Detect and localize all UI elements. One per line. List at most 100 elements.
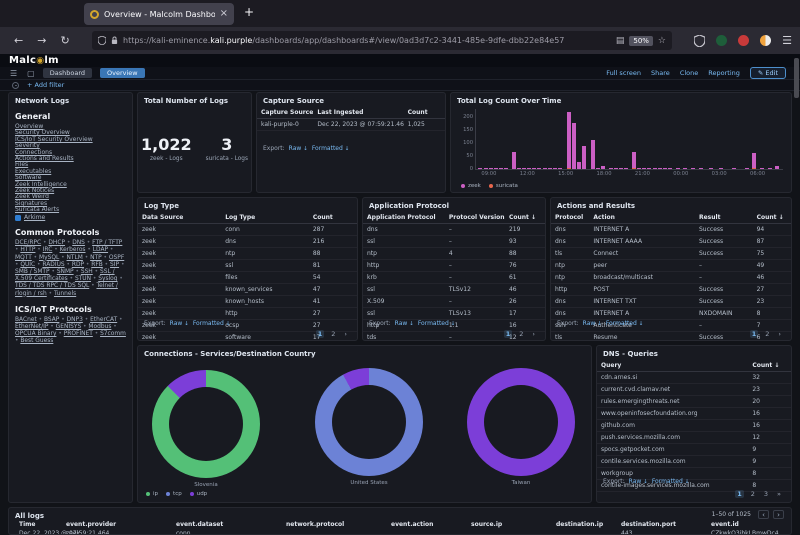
column-header[interactable]: event.id	[711, 521, 739, 528]
full-screen-link[interactable]: Full screen	[606, 69, 642, 77]
protocol-link[interactable]: DNP3	[66, 316, 83, 323]
chart-bar-zeek[interactable]	[516, 167, 521, 169]
chart-bar-zeek[interactable]	[662, 168, 667, 169]
column-header[interactable]: Log Type	[225, 214, 256, 221]
column-header[interactable]: Count ↓	[756, 214, 784, 221]
chart-bar-zeek[interactable]	[552, 168, 557, 169]
sidebar-link[interactable]: Files	[15, 161, 29, 169]
export-raw-link[interactable]: Raw ↓	[582, 320, 602, 327]
sidebar-link[interactable]: Severity	[15, 142, 40, 150]
chart-bar-zeek[interactable]	[624, 167, 629, 169]
page-next-icon[interactable]: ›	[778, 330, 781, 338]
page-scrollbar-thumb[interactable]	[794, 58, 799, 98]
column-header[interactable]: network.protocol	[286, 521, 345, 528]
page-number[interactable]: 2	[765, 330, 770, 338]
column-header[interactable]: destination.ip	[556, 521, 604, 528]
clone-link[interactable]: Clone	[679, 69, 699, 77]
column-header[interactable]: Count ↓	[752, 362, 780, 369]
protocol-link[interactable]: MySQL	[39, 254, 60, 261]
chart-bar-zeek[interactable]	[719, 167, 724, 169]
edit-button[interactable]: ✎ Edit	[749, 67, 786, 79]
sidebar-link[interactable]: Suricata Alerts	[15, 206, 60, 214]
sidebar-item-arkime[interactable]: Arkime	[15, 213, 126, 221]
column-header[interactable]: event.action	[391, 521, 434, 528]
protocol-link[interactable]: MQTT	[15, 254, 32, 261]
sidebar-link[interactable]: Signatures	[15, 199, 48, 207]
column-header[interactable]: Count	[407, 109, 428, 116]
page-next-icon[interactable]: ›	[344, 330, 347, 338]
page-number[interactable]: 2	[519, 330, 524, 338]
column-header[interactable]: destination.port	[621, 521, 677, 528]
chart-bar-zeek[interactable]	[572, 123, 577, 169]
chart-bar-zeek[interactable]	[652, 168, 657, 169]
sidebar-link[interactable]: ICS/IoT Security Overview	[15, 135, 93, 143]
sidebar-link[interactable]: Connections	[15, 148, 53, 156]
chart-bar-zeek[interactable]	[647, 167, 652, 169]
protocol-link[interactable]: Telnet / rlogin / rsh	[15, 283, 118, 297]
extension-pie-icon[interactable]	[760, 35, 772, 46]
column-header[interactable]: Application Protocol	[367, 214, 436, 221]
page-number[interactable]: 1	[503, 330, 513, 338]
chart-bar-suricata[interactable]	[566, 168, 571, 169]
protocol-link[interactable]: SIP	[110, 261, 120, 268]
chart-bar-zeek[interactable]	[511, 152, 516, 169]
column-header[interactable]: Time	[19, 521, 36, 528]
new-tab-button[interactable]: +	[244, 5, 255, 19]
page-next-icon[interactable]: ›	[532, 330, 535, 338]
chart-bar-zeek[interactable]	[493, 167, 498, 169]
chart-bar-zeek[interactable]	[744, 167, 749, 169]
extension-red-icon[interactable]	[738, 35, 750, 46]
chart-bar-zeek[interactable]	[499, 168, 504, 169]
chart-bar-zeek[interactable]	[591, 140, 596, 169]
zoom-level-badge[interactable]: 50%	[629, 35, 653, 46]
chart-bar-zeek[interactable]	[690, 168, 695, 169]
sidebar-link[interactable]: Overview	[15, 123, 44, 130]
share-link[interactable]: Share	[651, 69, 670, 77]
protocol-link[interactable]: Tunnels	[53, 290, 77, 297]
sidebar-link[interactable]: Executables	[15, 167, 52, 175]
sidebar-link-arkime[interactable]: Arkime	[24, 213, 46, 221]
export-formatted-link[interactable]: Formatted ↓	[311, 145, 350, 152]
protocol-link[interactable]: RFB	[91, 261, 103, 268]
protocol-link[interactable]: TDS / TDS RPC / TDS SQL	[15, 283, 90, 290]
chart-bar-zeek[interactable]	[577, 162, 581, 169]
legend-item[interactable]: suricata	[488, 183, 518, 189]
sidebar-link[interactable]: Zeek Weird	[15, 193, 49, 201]
chart-bar-suricata[interactable]	[752, 168, 757, 169]
browser-menu-icon[interactable]: ☰	[782, 34, 792, 47]
chart-bar-zeek[interactable]	[683, 167, 688, 169]
column-header[interactable]: event.provider	[66, 521, 117, 528]
prev-page-button[interactable]: ‹	[758, 510, 769, 519]
protocol-link[interactable]: DNS	[72, 240, 85, 247]
chart-bar-zeek[interactable]	[537, 167, 542, 169]
next-page-button[interactable]: ›	[773, 510, 784, 519]
export-formatted-link[interactable]: Formatted ↓	[192, 320, 231, 327]
sidebar-link[interactable]: Zeek Notices	[15, 187, 55, 195]
protocol-link[interactable]: EtherNet/IP	[15, 323, 49, 330]
protocol-link[interactable]: STUN	[74, 276, 91, 283]
legend-item[interactable]: ip	[146, 491, 158, 497]
chart-bar-zeek[interactable]	[675, 168, 680, 169]
protocol-link[interactable]: DCE/RPC	[15, 240, 42, 247]
column-header[interactable]: Count	[312, 214, 333, 221]
export-formatted-link[interactable]: Formatted ↓	[605, 320, 644, 327]
donut-chart[interactable]	[315, 368, 423, 476]
tab-close-icon[interactable]: ×	[219, 8, 228, 19]
export-formatted-link[interactable]: Formatted ↓	[651, 478, 690, 485]
export-formatted-link[interactable]: Formatted ↓	[417, 320, 456, 327]
chart-bar-zeek[interactable]	[522, 168, 527, 169]
protocol-link[interactable]: Best Guess	[20, 338, 54, 345]
chart-bar-zeek[interactable]	[527, 167, 532, 169]
lock-icon[interactable]	[111, 36, 118, 45]
legend-item[interactable]: tcp	[166, 491, 182, 497]
protocol-link[interactable]: NTLM	[66, 254, 83, 261]
protocol-link[interactable]: Modbus	[88, 323, 112, 330]
column-header[interactable]: Protocol	[555, 214, 584, 221]
chart-bar-zeek[interactable]	[601, 165, 606, 169]
chart-bar-zeek[interactable]	[708, 168, 713, 169]
protocol-link[interactable]: NTP	[90, 254, 102, 261]
extension-green-icon[interactable]	[716, 35, 728, 46]
chart-bar-zeek[interactable]	[731, 168, 736, 169]
page-number[interactable]: 2	[750, 490, 755, 498]
donut-chart[interactable]	[152, 370, 260, 478]
